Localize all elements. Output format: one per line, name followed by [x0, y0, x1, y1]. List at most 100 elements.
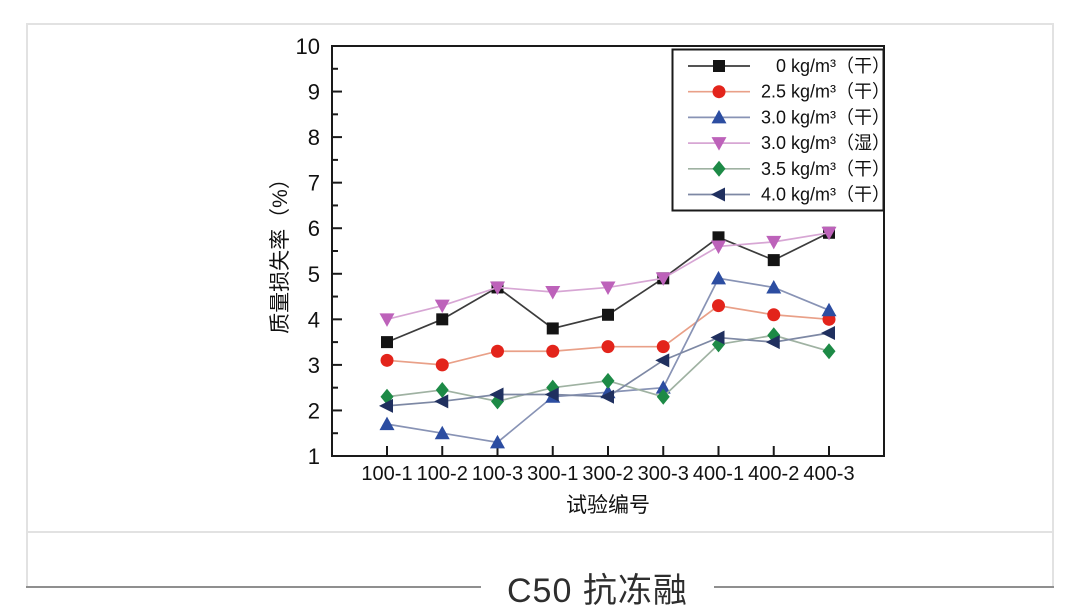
legend-row: 2.5 kg/m³（干）: [688, 82, 890, 102]
y-tick-label: 8: [308, 125, 320, 150]
legend-marker: [712, 85, 726, 99]
y-tick-label: 7: [308, 171, 320, 196]
y-tick-label: 10: [296, 34, 320, 59]
x-tick-label: 300-2: [582, 463, 633, 485]
legend-value: 2.5: [761, 82, 786, 102]
data-point-marker: [655, 380, 671, 394]
legend-value: 3.0: [761, 107, 786, 127]
data-point-marker: [490, 434, 505, 449]
legend-value: 4.0: [761, 185, 786, 205]
data-point-marker: [767, 308, 781, 322]
data-point-marker: [765, 335, 780, 350]
data-point-marker: [491, 344, 504, 358]
legend-box: [671, 48, 885, 212]
data-point-marker: [435, 358, 449, 372]
legend: 0 kg/m³（干）2.5 kg/m³（干）3.0 kg/m³（干）3.0 kg/m³（…: [671, 48, 890, 212]
data-point-marker: [379, 398, 393, 413]
data-point-marker: [600, 281, 616, 295]
data-point-marker: [767, 254, 780, 267]
x-tick-label: 300-3: [638, 463, 689, 485]
data-point-marker: [434, 425, 450, 440]
caption-right-rule: [713, 586, 1054, 588]
legend-value: 3.5: [761, 159, 786, 179]
series-3: [379, 226, 837, 327]
x-tick-label: 300-1: [527, 463, 578, 485]
series-5: [379, 326, 835, 413]
legend-marker: [712, 160, 726, 177]
data-point-marker: [822, 343, 836, 360]
legend-label: kg/m³（干）: [791, 159, 890, 179]
legend-marker: [711, 109, 727, 124]
chart-plot-area: 1 2 3 4 5 6 7 8 9 10 100-1 100-2 100-3 300-1 300-2 300-…: [296, 34, 890, 485]
data-point-marker: [434, 394, 449, 409]
series-line: [386, 277, 830, 444]
data-point-marker: [655, 353, 670, 368]
data-point-marker: [766, 279, 782, 294]
x-tick-label: 400-2: [748, 463, 799, 485]
series-line: [386, 231, 830, 321]
data-point-marker: [602, 308, 614, 321]
data-point-marker: [381, 336, 393, 349]
x-tick-label: 400-1: [693, 463, 744, 485]
data-point-marker: [766, 235, 782, 250]
data-point-marker: [821, 302, 837, 317]
y-tick-label: 2: [308, 398, 320, 423]
legend-row: 3.5 kg/m³（干）: [688, 159, 890, 179]
x-tick-label: 100-3: [472, 463, 523, 485]
y-tick-label: 5: [308, 262, 320, 287]
legend-label: kg/m³（干）: [791, 56, 890, 76]
legend-marker: [711, 137, 727, 151]
legend-label: kg/m³（干）: [791, 107, 890, 127]
data-point-marker: [656, 340, 670, 354]
chart-caption: C50 抗冻融: [507, 571, 688, 610]
y-tick-label: 1: [308, 444, 320, 469]
y-tick-label: 4: [308, 307, 320, 332]
data-point-marker: [546, 322, 559, 335]
legend-label: kg/m³（湿）: [791, 133, 890, 153]
data-point-marker: [379, 416, 395, 431]
data-point-marker: [601, 340, 615, 354]
legend-value: 3.0: [761, 133, 786, 153]
data-point-marker: [712, 231, 725, 244]
series-2: [379, 270, 837, 449]
legend-row: 4.0 kg/m³（干）: [688, 185, 890, 205]
legend-value: 0: [776, 56, 786, 76]
data-point-marker: [380, 353, 394, 367]
caption-left-rule: [26, 586, 481, 588]
data-point-marker: [712, 299, 725, 313]
legend-row: 0 kg/m³（干）: [688, 56, 890, 76]
data-point-marker: [711, 240, 726, 254]
y-axis: 1 2 3 4 5 6 7 8 9 10: [296, 34, 342, 469]
data-point-marker: [546, 344, 560, 358]
data-point-marker: [711, 270, 726, 285]
card-separator-line: [26, 531, 1054, 533]
x-tick-label: 100-1: [361, 463, 412, 485]
data-point-marker: [600, 389, 614, 404]
data-point-marker: [490, 281, 505, 295]
legend-row: 3.0 kg/m³（湿）: [688, 133, 890, 153]
legend-marker: [713, 60, 725, 72]
data-point-marker: [379, 313, 395, 327]
y-axis-title: 质量损失率（%）: [269, 168, 292, 334]
data-point-marker: [435, 381, 449, 398]
data-point-marker: [489, 387, 504, 402]
data-point-marker: [436, 313, 449, 326]
caption-row: C50 抗冻融: [26, 565, 1054, 610]
data-point-marker: [601, 372, 615, 389]
x-axis-title: 试验编号: [566, 494, 650, 517]
x-axis: 100-1 100-2 100-3 300-1 300-2 300-3 400-1 400-2…: [361, 446, 855, 485]
legend-label: kg/m³（干）: [791, 185, 890, 205]
legend-row: 3.0 kg/m³（干）: [688, 107, 890, 127]
data-point-marker: [545, 286, 561, 300]
data-point-marker: [655, 272, 671, 286]
legend-label: kg/m³（干）: [791, 82, 890, 102]
x-tick-label: 100-2: [417, 463, 468, 485]
data-point-marker: [544, 387, 559, 402]
data-point-marker: [821, 226, 837, 241]
legend-marker: [711, 187, 725, 202]
data-point-marker: [821, 326, 835, 340]
data-point-marker: [710, 330, 725, 345]
data-point-marker: [656, 388, 670, 405]
y-tick-label: 9: [308, 80, 320, 105]
y-tick-label: 6: [308, 216, 320, 241]
